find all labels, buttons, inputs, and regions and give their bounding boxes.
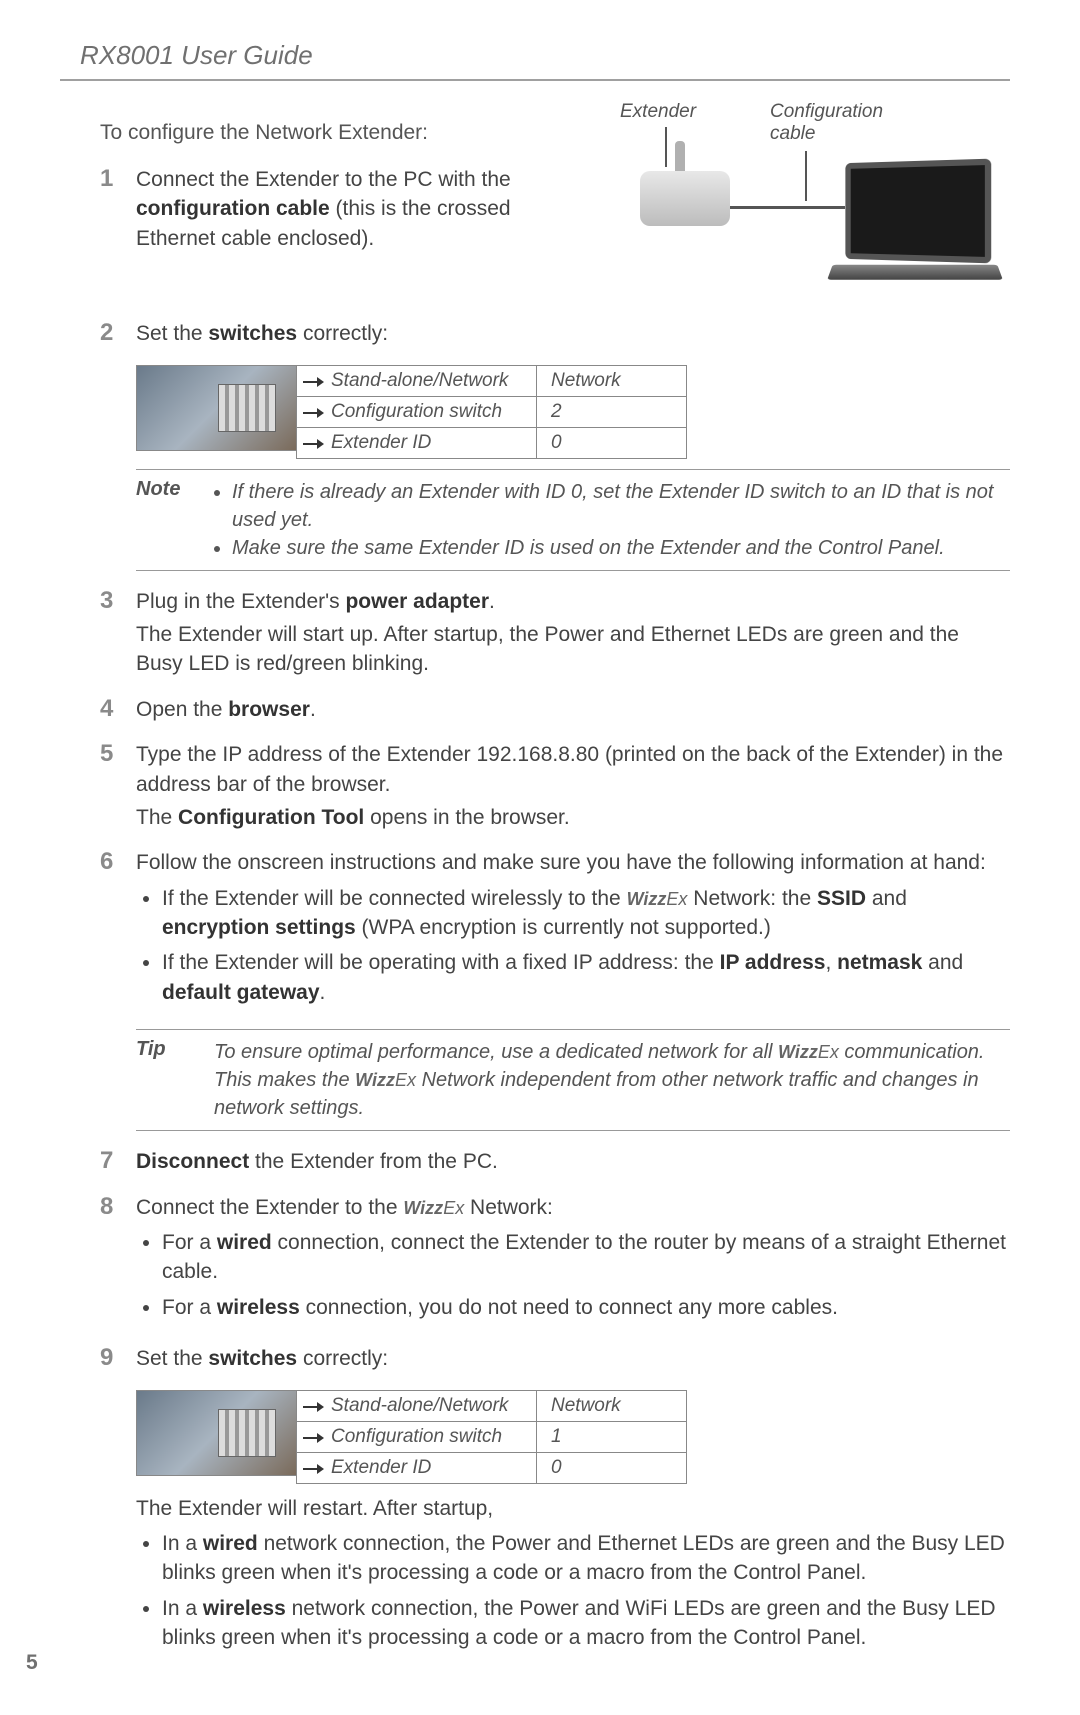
step-2: 2 Set the switches correctly:: [100, 319, 1010, 348]
table-label: Extender ID: [297, 1452, 537, 1483]
step-4: 4 Open the browser.: [100, 695, 1010, 724]
step-number: 2: [100, 319, 136, 348]
step-text: .: [489, 590, 495, 613]
laptop-graphic: [840, 161, 1000, 287]
note-item: If there is already an Extender with ID …: [232, 478, 1010, 534]
step-9-after: The Extender will restart. After startup…: [100, 1494, 1010, 1659]
step-bold: Configuration Tool: [178, 806, 364, 829]
step-text: opens in the browser.: [364, 806, 569, 829]
step-number: 3: [100, 587, 136, 679]
switch-table-1: Stand-alone/NetworkNetwork Configuration…: [136, 365, 1010, 459]
step-9: 9 Set the switches correctly:: [100, 1344, 1010, 1373]
list-item: If the Extender will be operating with a…: [162, 948, 1010, 1007]
step-bold: browser: [228, 698, 310, 721]
step-text: .: [310, 698, 316, 721]
step-bold: configuration cable: [136, 197, 330, 220]
step-text: Plug in the Extender's: [136, 590, 345, 613]
header-rule: [60, 79, 1010, 81]
step-bold: switches: [208, 1347, 297, 1370]
step-text: The Extender will restart. After startup…: [136, 1494, 1010, 1523]
pointer-line: [665, 127, 667, 167]
note-item: Make sure the same Extender ID is used o…: [232, 534, 1010, 562]
step-text: Connect the Extender to the: [136, 1196, 403, 1219]
step-number: 7: [100, 1147, 136, 1176]
table-label: Configuration switch: [297, 1421, 537, 1452]
step-text: correctly:: [297, 322, 388, 345]
switch-photo: [136, 1390, 296, 1476]
extender-device: [640, 171, 730, 226]
cable-graphic: [730, 206, 845, 209]
note-label: Note: [136, 478, 214, 562]
step-7: 7 Disconnect the Extender from the PC.: [100, 1147, 1010, 1176]
list-item: For a wireless connection, you do not ne…: [162, 1293, 1010, 1322]
table-value: 1: [537, 1421, 687, 1452]
table-label: Stand-alone/Network: [297, 1390, 537, 1421]
table-label: Configuration switch: [297, 396, 537, 427]
table-value: Network: [537, 1390, 687, 1421]
table-value: 0: [537, 427, 687, 458]
table-value: 0: [537, 1452, 687, 1483]
table-label: Extender ID: [297, 427, 537, 458]
step-number: 5: [100, 740, 136, 832]
step-text: Follow the onscreen instructions and mak…: [136, 848, 1010, 877]
step-number: 4: [100, 695, 136, 724]
step-number: 1: [100, 165, 136, 253]
table-value: 2: [537, 396, 687, 427]
tip-block: Tip To ensure optimal performance, use a…: [136, 1029, 1010, 1131]
tip-label: Tip: [136, 1038, 214, 1122]
step-text: The Extender will start up. After startu…: [136, 620, 1010, 679]
step-text: the Extender from the PC.: [249, 1150, 498, 1173]
diagram-cable-label: Configuration cable: [770, 101, 930, 145]
step-bold: switches: [208, 322, 297, 345]
step-text: Set the: [136, 322, 208, 345]
step-text: Connect the Extender to the PC with the: [136, 168, 511, 191]
step-number: 9: [100, 1344, 136, 1373]
step-text: Type the IP address of the Extender 192.…: [136, 740, 1010, 799]
list-item: In a wired network connection, the Power…: [162, 1529, 1010, 1588]
note-block: Note If there is already an Extender wit…: [136, 469, 1010, 571]
step-3: 3 Plug in the Extender's power adapter. …: [100, 587, 1010, 679]
list-item: In a wireless network connection, the Po…: [162, 1594, 1010, 1653]
pointer-line: [805, 151, 807, 201]
step-text: correctly:: [297, 1347, 388, 1370]
page-title: RX8001 User Guide: [60, 40, 1010, 71]
step-text: Open the: [136, 698, 228, 721]
step-8: 8 Connect the Extender to the WizzEx Net…: [100, 1193, 1010, 1329]
list-item: For a wired connection, connect the Exte…: [162, 1228, 1010, 1287]
step-text: Set the: [136, 1347, 208, 1370]
list-item: If the Extender will be connected wirele…: [162, 884, 1010, 943]
table-label: Stand-alone/Network: [297, 365, 537, 396]
step-bold: power adapter: [345, 590, 489, 613]
diagram-extender-label: Extender: [620, 101, 696, 123]
table-value: Network: [537, 365, 687, 396]
switch-photo: [136, 365, 296, 451]
step-bold: Disconnect: [136, 1150, 249, 1173]
step-6: 6 Follow the onscreen instructions and m…: [100, 848, 1010, 1013]
step-number: 8: [100, 1193, 136, 1329]
step-text: The: [136, 806, 178, 829]
page-number: 5: [26, 1651, 38, 1675]
switch-table-2: Stand-alone/NetworkNetwork Configuration…: [136, 1390, 1010, 1484]
connection-diagram: Extender Configuration cable: [580, 101, 1000, 301]
step-text: Network:: [464, 1196, 553, 1219]
step-5: 5 Type the IP address of the Extender 19…: [100, 740, 1010, 832]
step-number: 6: [100, 848, 136, 1013]
